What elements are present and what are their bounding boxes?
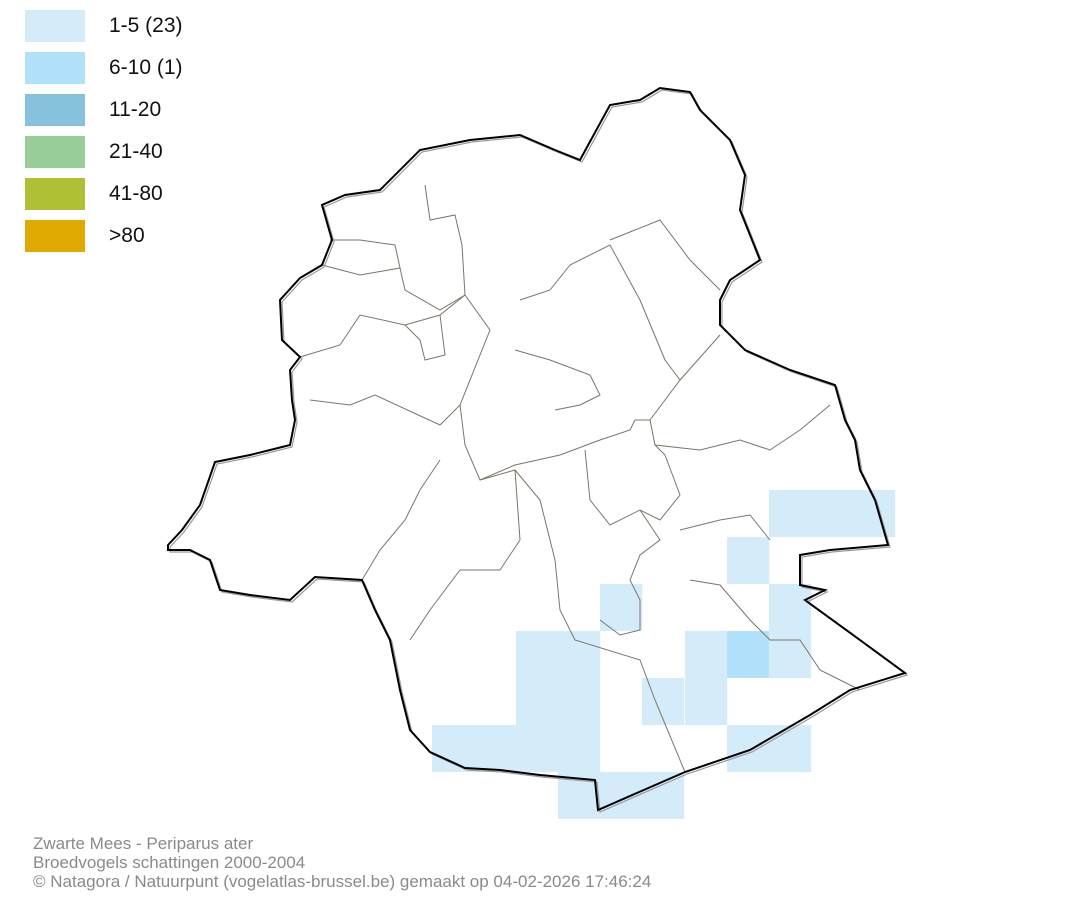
grid-cell [516,678,559,725]
grid-cell [642,772,685,819]
grid-cell [727,631,770,678]
commune-boundary [321,184,466,311]
grid-cell [642,678,685,725]
commune-boundary [404,314,446,361]
grid-cell [558,678,601,725]
grid-cell [811,490,854,537]
commune-boundary [299,294,466,358]
legend-swatch [25,10,85,42]
species-name: Zwarte Mees - Periparus ater [33,834,254,853]
commune-boundary [679,514,771,541]
legend-swatch [25,178,85,210]
commune-boundary [519,244,681,421]
commune-boundary [609,219,721,291]
commune-boundary [309,294,491,426]
grid-cell [516,631,559,678]
grid-cell [769,490,812,537]
legend-item: >80 [25,215,183,257]
grid-cell [600,584,643,631]
grid-cell [432,725,475,772]
legend: 1-5 (23) 6-10 (1) 11-20 21-40 41-80 >80 [25,5,183,257]
legend-label: 41-80 [109,182,163,205]
legend-swatch [25,94,85,126]
grid-cell [727,537,770,584]
legend-item: 11-20 [25,89,183,131]
commune-boundary [599,509,661,636]
legend-label: 21-40 [109,140,163,163]
credit-line: © Natagora / Natuurpunt (vogelatlas-brus… [33,872,652,891]
legend-swatch [25,136,85,168]
grid-cell [727,725,770,772]
grid-cell [769,584,812,631]
commune-boundaries [299,184,861,773]
legend-item: 1-5 (23) [25,5,183,47]
grid-cell [474,725,517,772]
commune-boundary [514,349,601,411]
legend-label: 11-20 [109,98,162,121]
region-boundary [167,86,908,812]
legend-swatch [25,220,85,252]
grid-cell [685,631,728,678]
commune-boundary [584,444,681,526]
grid-cell [769,631,812,678]
grid-cell [600,772,643,819]
commune-boundary [689,579,861,691]
grid-cell [558,725,601,772]
legend-item: 21-40 [25,131,183,173]
grid-cell [516,725,559,772]
grid-cell [685,678,728,725]
map-footer: Zwarte Mees - Periparus ater Broedvogels… [33,834,651,891]
legend-label: 1-5 (23) [109,14,183,37]
legend-item: 6-10 (1) [25,47,183,89]
legend-swatch [25,52,85,84]
dataset-name: Broedvogels schattingen 2000-2004 [33,853,306,872]
commune-boundary [361,459,441,581]
grid-cell [558,631,601,678]
commune-boundary [459,404,636,481]
commune-boundary [649,404,831,451]
legend-label: >80 [109,224,145,247]
commune-boundary [479,469,686,773]
legend-item: 41-80 [25,173,183,215]
commune-boundary [330,239,401,269]
legend-label: 6-10 (1) [109,56,183,79]
grid-cell [769,725,812,772]
commune-boundary [409,469,521,641]
commune-boundary [679,334,721,381]
